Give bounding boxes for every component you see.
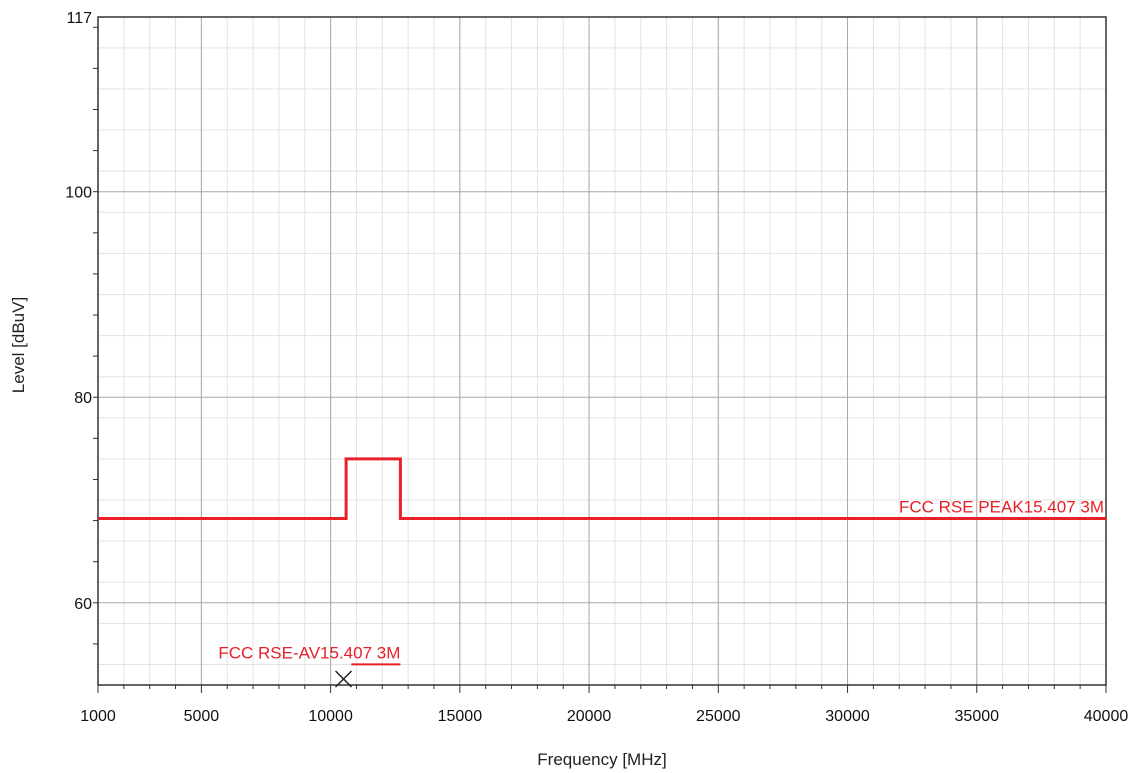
series-layer [98,457,1106,666]
x-tick-label: 40000 [1084,708,1129,725]
x-tick-label: 5000 [184,708,220,725]
axis-ticks [93,26,1107,693]
y-tick-label: 80 [74,390,92,407]
x-tick-label: 10000 [308,708,353,725]
x-marker-stroke [335,670,353,688]
y-axis-tick-labels: 117 100 80 60 [65,10,92,613]
major-grid [98,17,1106,685]
plot-area-frame [97,16,1107,686]
x-tick-label: 15000 [438,708,483,725]
x-tick-label: 30000 [825,708,870,725]
y-tick-label: 60 [74,596,92,613]
marker-layer [335,670,353,688]
peak-limit-label: FCC RSE PEAK15.407 3M [899,498,1104,517]
x-axis-tick-labels: 1000 5000 10000 15000 20000 25000 30000 35000 40… [80,708,1128,725]
x-axis-title: Frequency [MHz] [537,750,666,769]
x-tick-label: 35000 [955,708,1000,725]
y-tick-label: 100 [65,185,92,202]
y-axis-title: Level [dBuV] [9,297,28,393]
x-marker-icon [335,670,353,688]
series-labels: FCC RSE PEAK15.407 3M FCC RSE-AV15.407 3M [218,498,1104,663]
x-tick-label: 25000 [696,708,741,725]
average-limit-label: FCC RSE-AV15.407 3M [218,643,400,662]
x-tick-label: 20000 [567,708,612,725]
x-tick-label: 1000 [80,708,116,725]
peak-limit-line [98,457,1106,520]
y-tick-label: 117 [66,10,92,27]
